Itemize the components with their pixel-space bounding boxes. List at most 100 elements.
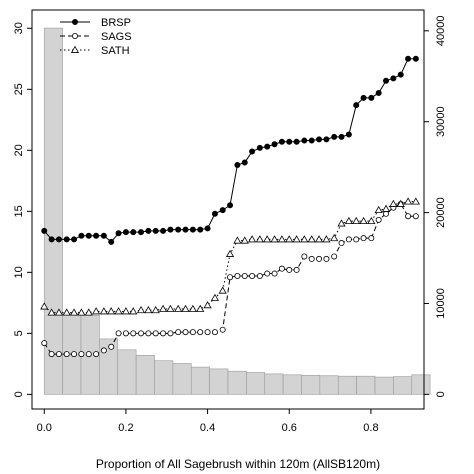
histogram-bars (43, 27, 431, 395)
data-point-marker (337, 219, 346, 227)
histogram-bar (43, 27, 63, 395)
data-point-marker (374, 205, 383, 214)
data-point-marker (345, 131, 352, 138)
data-point-marker (256, 272, 263, 279)
data-point-marker (316, 136, 323, 143)
data-point-marker (331, 133, 338, 140)
legend-label: SATH (101, 45, 130, 57)
data-point-marker (144, 305, 153, 314)
data-point-marker (411, 197, 420, 205)
data-point-marker (130, 229, 137, 236)
histogram-bar (411, 374, 431, 395)
data-point-marker (41, 227, 48, 234)
data-point-marker (390, 75, 397, 82)
data-point-marker (48, 351, 55, 358)
data-point-marker (55, 351, 62, 358)
series-line (43, 58, 416, 243)
legend-label: SAGS (101, 31, 132, 43)
data-point-marker (270, 235, 279, 243)
data-point-marker (130, 330, 137, 337)
data-point-marker (115, 230, 122, 237)
data-point-marker (234, 272, 241, 279)
data-point-marker (72, 18, 79, 25)
data-point-marker (277, 235, 286, 243)
data-point-marker (352, 216, 361, 225)
data-point-marker (249, 272, 256, 279)
x-axis-label: Proportion of All Sagebrush within 120m … (96, 457, 380, 471)
data-point-marker (78, 232, 85, 239)
data-point-marker (264, 270, 271, 277)
data-point-marker (189, 329, 196, 336)
data-point-marker (72, 33, 79, 40)
data-point-marker (55, 236, 62, 243)
data-point-marker (115, 330, 122, 337)
data-point-marker (316, 255, 323, 262)
data-point-marker (107, 307, 116, 315)
data-point-marker (241, 159, 248, 166)
data-point-marker (412, 55, 419, 62)
data-point-marker (381, 204, 391, 212)
x-tick-label: 0.6 (282, 422, 297, 434)
data-point-marker (175, 329, 182, 336)
data-point-marker (92, 307, 101, 315)
data-point-marker (344, 216, 353, 225)
data-point-marker (219, 326, 226, 333)
data-point-marker (285, 235, 294, 243)
data-point-marker (152, 330, 159, 337)
histogram-bar (227, 370, 247, 395)
data-point-marker (255, 235, 264, 243)
data-point-marker (241, 272, 248, 279)
histogram-bar (337, 375, 357, 395)
data-point-marker (41, 340, 48, 347)
data-point-marker (122, 229, 129, 236)
data-point-marker (47, 308, 56, 316)
data-point-marker (54, 308, 64, 316)
data-point-marker (301, 137, 308, 144)
data-point-marker (151, 305, 160, 314)
data-point-marker (69, 308, 79, 316)
data-point-marker (152, 227, 159, 234)
data-point-marker (211, 329, 218, 336)
histogram-bar (393, 376, 413, 395)
data-point-marker (412, 213, 419, 220)
data-point-marker (93, 232, 100, 239)
data-point-marker (108, 238, 115, 245)
data-point-marker (100, 232, 107, 239)
series-sags (41, 201, 419, 358)
data-point-marker (204, 329, 211, 336)
data-point-marker (85, 351, 92, 358)
y2-tick-label: 0 (435, 391, 447, 397)
y2-tick-label: 10000 (435, 288, 447, 319)
data-point-marker (338, 133, 345, 140)
data-point-marker (249, 148, 256, 155)
legend: BRSP SAGS SATH (60, 17, 132, 57)
data-point-marker (353, 102, 360, 109)
data-point-marker (323, 255, 330, 262)
y-tick-label: 25 (13, 83, 25, 95)
data-point-marker (359, 216, 368, 225)
data-point-marker (227, 274, 234, 281)
data-point-marker (300, 235, 309, 243)
histogram-bar (117, 349, 137, 395)
data-point-marker (108, 343, 115, 350)
data-point-marker (403, 197, 413, 205)
data-point-marker (389, 199, 398, 207)
data-point-marker (138, 229, 145, 236)
data-point-marker (331, 253, 338, 260)
data-point-marker (278, 138, 285, 145)
data-point-marker (286, 138, 293, 145)
histogram-bar (154, 360, 174, 395)
data-point-marker (323, 136, 330, 143)
histogram-bar (356, 375, 376, 395)
data-point-marker (383, 77, 390, 84)
data-point-marker (197, 329, 204, 336)
data-point-marker (307, 235, 316, 243)
data-point-marker (293, 266, 300, 273)
histogram-bar (135, 354, 155, 395)
data-point-marker (197, 226, 204, 233)
data-point-marker (308, 137, 315, 144)
data-point-marker (314, 235, 324, 243)
histogram-bar (319, 375, 339, 395)
data-point-marker (167, 330, 174, 337)
data-point-marker (397, 71, 404, 78)
